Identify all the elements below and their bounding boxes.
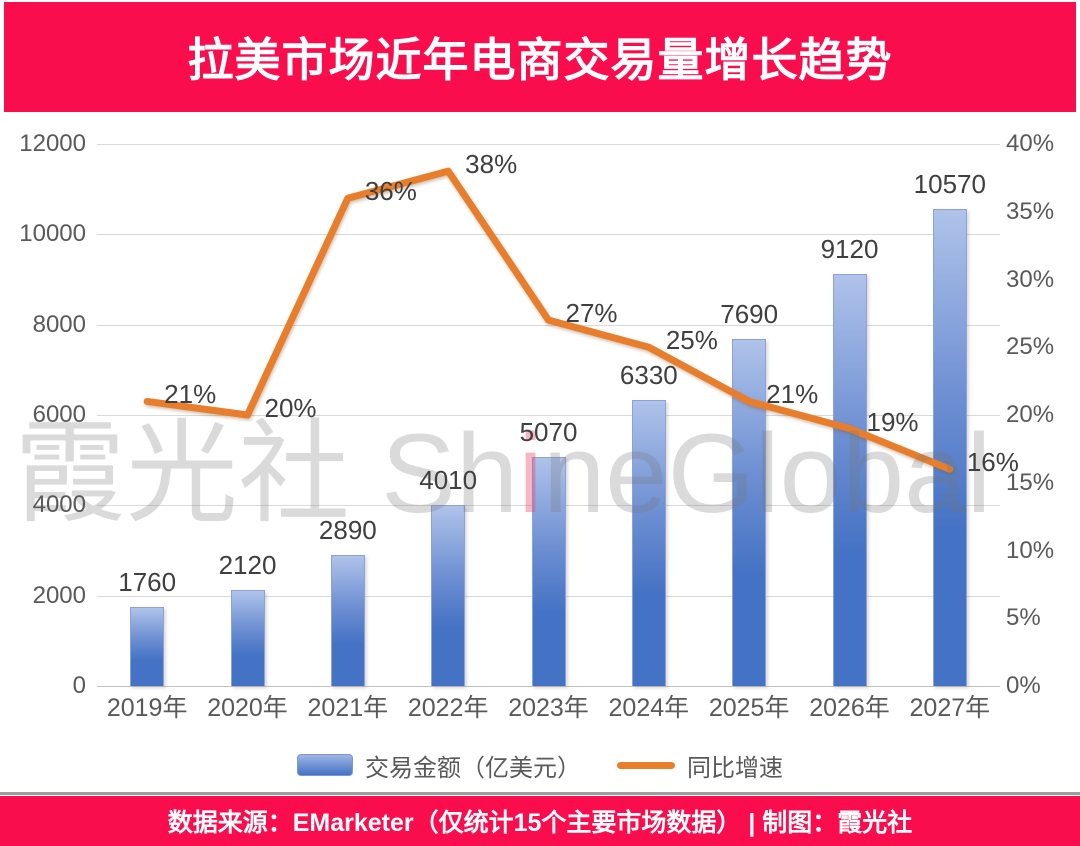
y-axis-left-tick-label: 2000 xyxy=(32,581,86,609)
legend-bar-label: 交易金额（亿美元） xyxy=(365,754,581,782)
gridline xyxy=(97,415,1000,416)
line-point-label: 21% xyxy=(766,379,819,410)
bar-value-label: 9120 xyxy=(820,234,879,265)
x-axis-label-2025年: 2025年 xyxy=(708,694,790,722)
x-axis-label-2024年: 2024年 xyxy=(608,694,690,722)
y-axis-right-tick-label: 10% xyxy=(1006,536,1055,564)
y-axis-left-tick-label: 6000 xyxy=(32,401,86,428)
growth-trend-line xyxy=(143,167,954,473)
y-axis-right-tick-label: 15% xyxy=(1006,468,1055,496)
y-axis-left-tick-label: 8000 xyxy=(32,310,86,338)
y-axis-left-tick-label: 12000 xyxy=(19,130,86,157)
bar-value-label: 2890 xyxy=(318,515,377,546)
x-axis-label-2023年: 2023年 xyxy=(508,694,589,722)
line-point-label: 38% xyxy=(465,149,518,180)
chart-plot-area: 0 2000 4000 6000 8000 10000 12000 0% 5% 10% 15% 20%… xyxy=(0,112,1080,752)
y-axis-right-tick-label: 5% xyxy=(1006,604,1041,632)
line-point-label: 20% xyxy=(264,393,317,423)
bar-value-label: 4010 xyxy=(419,464,478,495)
line-point-label: 16% xyxy=(966,447,1019,478)
bar-value-label: 7690 xyxy=(720,298,779,329)
header-banner: 拉美市场近年电商交易量增长趋势 xyxy=(4,2,1076,112)
page-title: 拉美市场近年电商交易量增长趋势 xyxy=(187,34,893,86)
y-axis-left-tick-label: 4000 xyxy=(32,491,86,519)
legend-line-swatch-icon xyxy=(617,761,675,769)
y-axis-right-tick-label: 0% xyxy=(1006,672,1041,699)
x-axis-label-2019年: 2019年 xyxy=(106,694,188,722)
y-axis-right-tick-label: 30% xyxy=(1006,265,1055,293)
x-axis-label-2020年: 2020年 xyxy=(207,694,288,722)
legend-bar-swatch-icon xyxy=(297,754,353,776)
footer-banner: 数据来源：EMarketer（仅统计15个主要市场数据） | 制图：霞光社 xyxy=(0,796,1080,846)
legend-line-label: 同比增速 xyxy=(687,754,783,782)
bar-2024年 xyxy=(631,400,666,686)
bar-2022年 xyxy=(431,504,466,686)
line-point-label: 21% xyxy=(164,379,217,410)
y-axis-right-tick-label: 40% xyxy=(1006,130,1055,157)
x-axis-label-2021年: 2021年 xyxy=(307,694,389,722)
gridline xyxy=(97,144,1000,145)
bar-value-label: 6330 xyxy=(619,360,678,391)
y-axis-right-tick-label: 20% xyxy=(1006,401,1055,428)
line-point-label: 27% xyxy=(565,298,618,329)
gridline xyxy=(97,324,1000,326)
x-axis-label-2022年: 2022年 xyxy=(407,694,489,722)
bar-2023年 xyxy=(531,457,566,686)
line-point-label: 36% xyxy=(364,176,417,207)
bar-value-label: 2120 xyxy=(218,550,277,581)
y-axis-left-tick-label: 0 xyxy=(72,672,86,699)
footer-source-text: 数据来源：EMarketer（仅统计15个主要市场数据） | 制图：霞光社 xyxy=(167,809,913,837)
bar-2027年 xyxy=(932,208,967,686)
y-axis-left-tick-label: 10000 xyxy=(19,220,86,248)
bar-value-label: 5070 xyxy=(519,417,578,447)
y-axis-right-tick-label: 25% xyxy=(1006,333,1055,361)
footer-divider xyxy=(0,792,1080,795)
bar-2026年 xyxy=(832,274,867,686)
x-axis-label-2027年: 2027年 xyxy=(909,694,991,722)
bar-2020年 xyxy=(230,590,265,686)
line-point-label: 19% xyxy=(866,406,919,437)
bar-2019年 xyxy=(130,606,165,686)
line-point-label: 25% xyxy=(665,325,718,356)
growth-line-layer xyxy=(143,167,954,473)
bar-value-label: 10570 xyxy=(913,168,986,199)
bar-value-label: 1760 xyxy=(118,566,177,597)
legend: 交易金额（亿美元） 同比增速 xyxy=(0,748,1080,782)
x-axis-line xyxy=(97,686,1000,687)
gridline xyxy=(97,234,1000,236)
y-axis-right-tick-label: 35% xyxy=(1006,197,1055,225)
bar-2021年 xyxy=(330,555,365,686)
x-axis-label-2026年: 2026年 xyxy=(809,694,890,722)
